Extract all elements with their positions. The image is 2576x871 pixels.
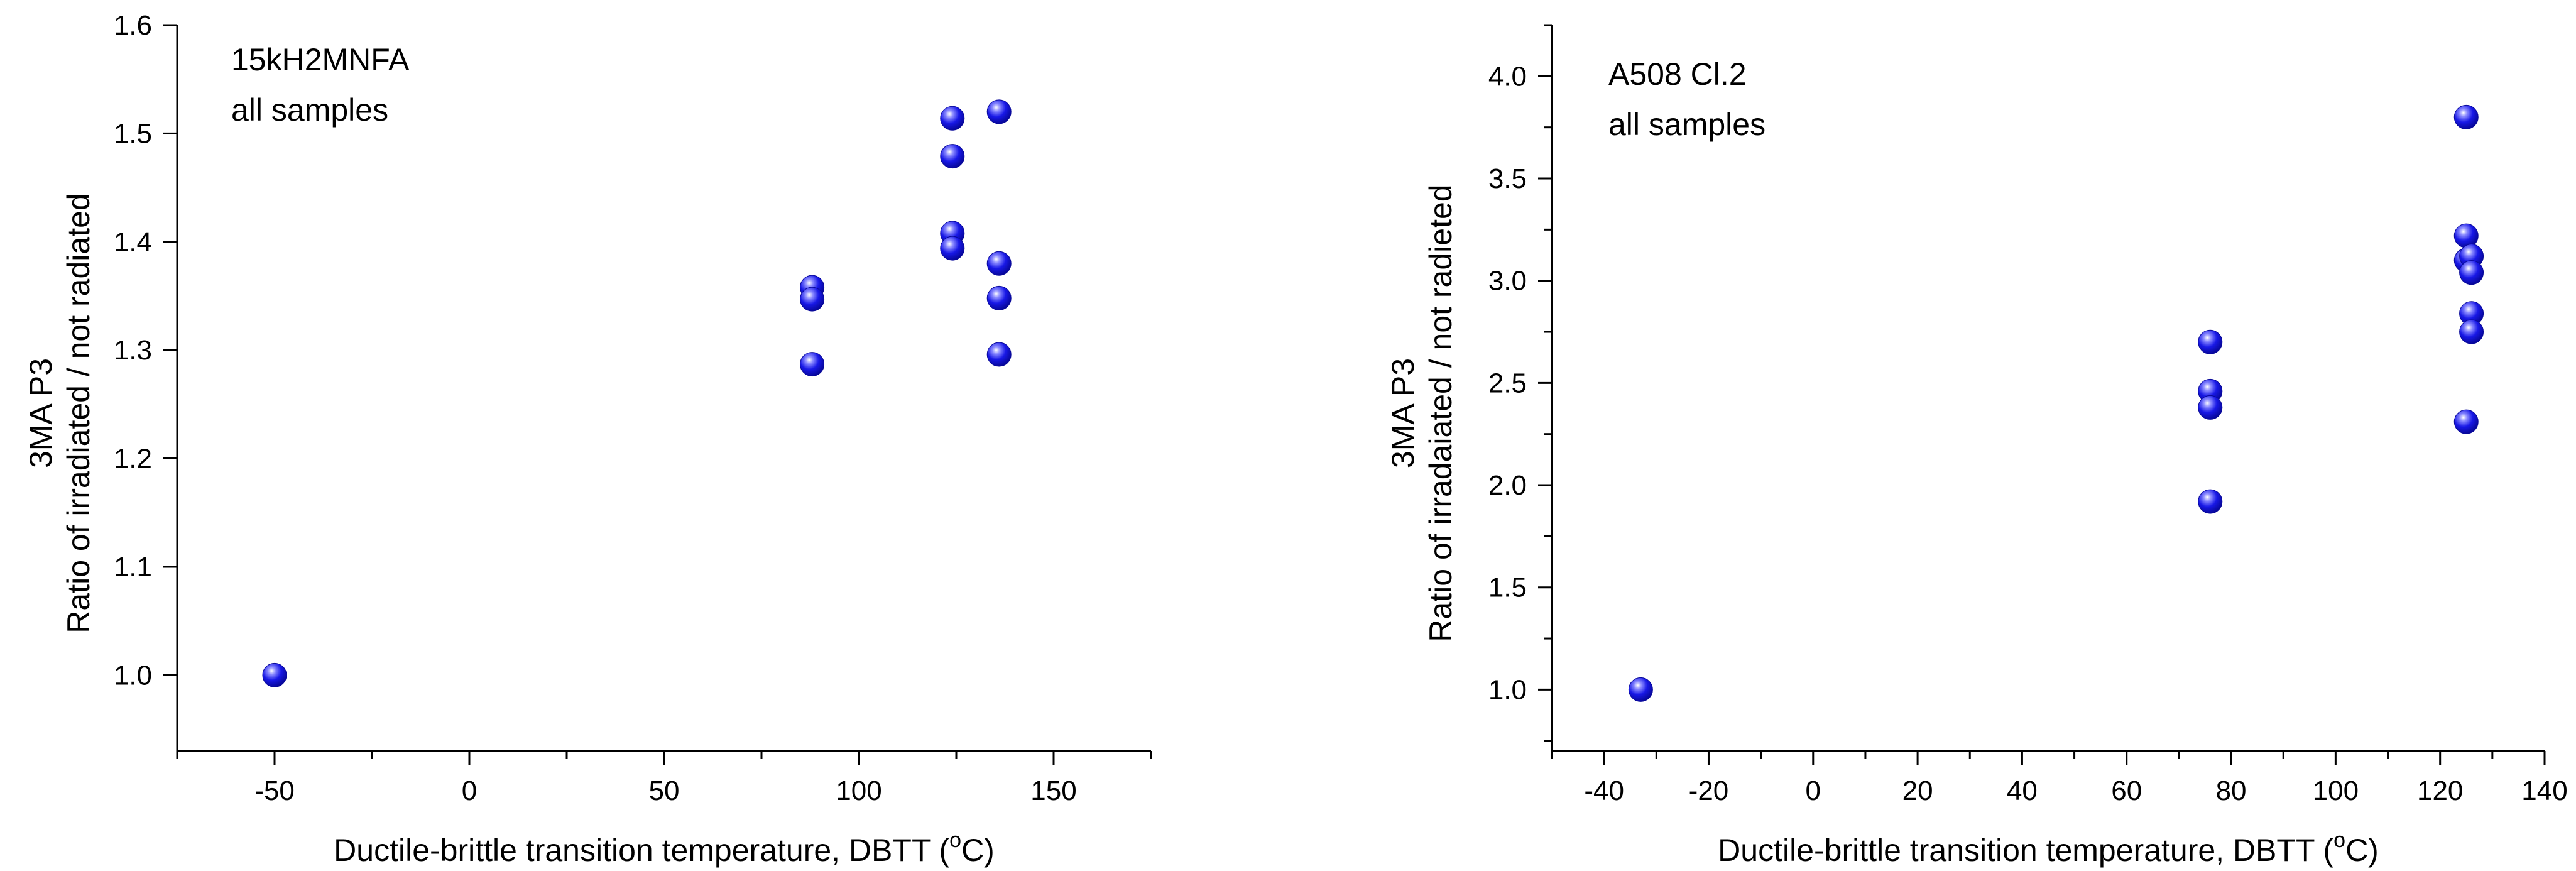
data-point	[2198, 489, 2223, 514]
x-tick-label: 120	[2417, 775, 2463, 806]
x-axis-title-degree: o	[2333, 828, 2345, 852]
x-tick-label: 150	[1030, 775, 1076, 806]
x-tick-label: 50	[649, 775, 680, 806]
data-point	[2459, 319, 2484, 344]
x-axis-title: Ductile-brittle transition temperature, …	[1718, 828, 2379, 868]
data-point	[940, 236, 965, 261]
x-axis-title-unit: C)	[2345, 833, 2379, 868]
y-tick-label: 1.6	[114, 10, 152, 41]
x-tick-label: 0	[462, 775, 477, 806]
y-tick-label: 1.3	[114, 335, 152, 366]
data-point	[986, 285, 1012, 310]
x-axis-title-main: Ductile-brittle transition temperature, …	[1718, 833, 2333, 868]
y-axis-title: 3MA P3	[1385, 358, 1421, 468]
data-point	[2453, 223, 2479, 248]
data-point	[262, 662, 287, 687]
y-tick-label: 3.0	[1488, 266, 1527, 297]
y-tick-label: 1.1	[114, 552, 152, 583]
data-point	[986, 251, 1012, 276]
x-tick-label: 140	[2521, 775, 2567, 806]
y-axis-title: 3MA P3	[23, 358, 58, 468]
y-tick-label: 3.5	[1488, 163, 1527, 194]
x-tick-label: 40	[2007, 775, 2038, 806]
x-tick-label: -20	[1689, 775, 1729, 806]
x-tick-label: 80	[2216, 775, 2247, 806]
data-point	[986, 99, 1012, 124]
y-axis-title: Ratio of irradiated / not radiated	[61, 193, 96, 633]
x-tick-label: 20	[1902, 775, 1933, 806]
y-tick-label: 1.4	[114, 227, 152, 258]
y-tick-label: 1.5	[1488, 572, 1527, 603]
y-tick-label: 2.5	[1488, 368, 1527, 398]
y-tick-label: 1.2	[114, 444, 152, 474]
y-tick-label: 4.0	[1488, 61, 1527, 92]
y-tick-label: 1.5	[114, 118, 152, 149]
x-tick-label: 60	[2111, 775, 2142, 806]
data-point	[2459, 260, 2484, 285]
data-point	[940, 106, 965, 131]
x-tick-label: 100	[836, 775, 881, 806]
annotation-label: all samples	[1608, 107, 1766, 142]
data-point	[800, 287, 825, 312]
data-point	[940, 144, 965, 169]
annotation-label: A508 Cl.2	[1608, 57, 1747, 92]
annotation-label: all samples	[231, 92, 388, 128]
x-axis-title-degree: o	[949, 828, 961, 852]
y-axis-title: Ratio of irradaiated / not radieted	[1423, 184, 1458, 642]
x-axis-title-main: Ductile-brittle transition temperature, …	[334, 833, 949, 868]
data-point	[2453, 104, 2479, 129]
data-point	[800, 352, 825, 377]
y-tick-label: 1.0	[114, 660, 152, 691]
y-tick-label: 2.0	[1488, 470, 1527, 501]
data-point	[1628, 677, 1653, 702]
x-tick-label: 0	[1806, 775, 1821, 806]
x-tick-label: -40	[1584, 775, 1624, 806]
chart-right: -40 -20 0 20 40 60 80 100 120 140 1.0 1.5 2.0 2.5 3.0 3…	[1385, 24, 2568, 868]
chart-left: -50 0 50 100 150 1.0 1.1 1.2 1.3 1.4 1.5 1.6 15kH2MN…	[23, 10, 1152, 868]
data-point	[2198, 329, 2223, 354]
data-point	[2453, 409, 2479, 434]
x-tick-label: -50	[254, 775, 295, 806]
data-point	[2198, 395, 2223, 420]
x-axis-title: Ductile-brittle transition temperature, …	[334, 828, 995, 868]
x-tick-label: 100	[2313, 775, 2359, 806]
data-point	[986, 342, 1012, 367]
x-axis-title-unit: C)	[961, 833, 995, 868]
y-tick-label: 1.0	[1488, 674, 1527, 705]
annotation-label: 15kH2MNFA	[231, 42, 410, 77]
